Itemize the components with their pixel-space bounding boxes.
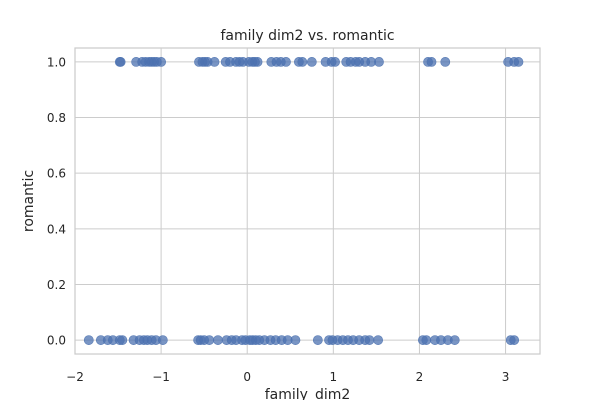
scatter-point [117,335,128,345]
scatter-point [252,57,263,67]
scatter-point [374,57,384,67]
tick-labels: −2 −1 0 1 2 3 0.0 0.2 0.4 0.6 0.8 1.0 [47,55,509,384]
scatter-point [157,335,168,345]
y-tick-label: 0.2 [47,278,66,292]
scatter-point [83,335,94,345]
x-tick-label: −1 [152,370,170,384]
scatter-point [364,335,375,345]
scatter-point [213,335,223,345]
scatter-point [297,57,308,67]
scatter-point [312,335,323,345]
scatter-point [204,335,215,345]
plot-frame [74,47,541,355]
scatter-point [509,335,520,345]
y-tick-label: 0.6 [47,167,66,181]
scatter-point [373,335,384,345]
x-tick-label: 0 [243,370,251,384]
scatter-point [330,57,340,67]
x-tick-label: 1 [330,370,338,384]
scatter-point [290,335,301,345]
x-tick-label: −2 [66,370,84,384]
chart-title: family dim2 vs. romantic [220,28,394,44]
scatter-point [449,335,460,345]
y-tick-label: 0.8 [47,111,66,125]
scatter-point [513,57,524,67]
x-tick-label: 2 [416,370,424,384]
y-tick-label: 0.0 [47,334,66,348]
scatter-point [281,57,291,67]
scatter-point [156,57,167,67]
scatter-point [426,57,437,67]
x-tick-label: 3 [502,370,510,384]
grid-lines [74,48,540,354]
x-axis-label: family_dim2 [265,387,351,400]
scatter-point [115,57,126,67]
scatter-point [209,57,220,67]
y-tick-label: 1.0 [47,55,66,69]
scatter-point [440,57,451,67]
y-tick-label: 0.4 [47,222,66,236]
y-axis-label: romantic [21,170,37,232]
scatter-point [421,335,432,345]
scatter-point [306,57,317,67]
data-points [83,57,524,345]
